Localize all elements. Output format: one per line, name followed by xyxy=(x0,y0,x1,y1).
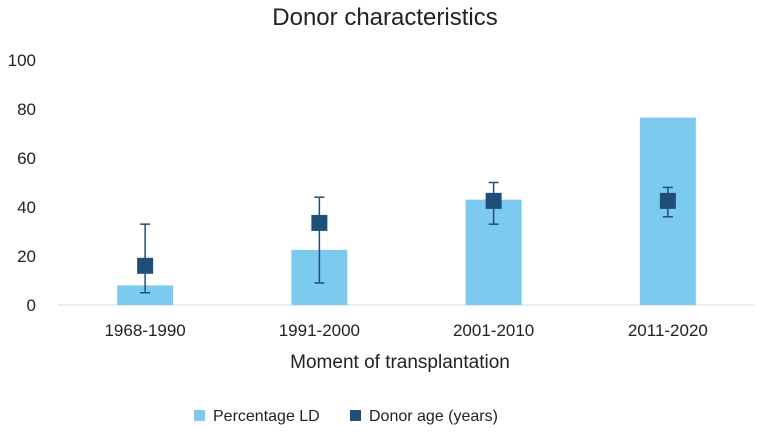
x-axis-title: Moment of transplantation xyxy=(290,352,510,373)
legend-label-donor-age: Donor age (years) xyxy=(369,408,498,425)
legend-swatch-donor-age xyxy=(350,410,361,421)
x-tick-label: 2001-2010 xyxy=(453,321,534,340)
point-marker xyxy=(485,192,502,209)
bar xyxy=(117,285,174,305)
bars-group xyxy=(117,117,696,305)
legend: Percentage LD Donor age (years) xyxy=(194,408,498,425)
y-axis: 0 20 40 60 80 100 xyxy=(8,51,36,315)
x-tick-label: 2011-2020 xyxy=(628,321,708,340)
x-axis: 1968-1990 1991-2000 2001-2010 2011-2020 xyxy=(104,321,707,340)
y-tick-label: 100 xyxy=(8,51,36,70)
y-tick-label: 60 xyxy=(17,149,36,168)
y-tick-label: 0 xyxy=(27,296,36,315)
y-tick-label: 80 xyxy=(17,100,36,119)
legend-swatch-percentage-ld xyxy=(194,410,205,421)
point-marker xyxy=(311,214,328,231)
x-tick-label: 1991-2000 xyxy=(279,321,360,340)
point-marker xyxy=(659,192,676,209)
point-marker xyxy=(137,257,154,274)
x-tick-label: 1968-1990 xyxy=(104,321,185,340)
points-group xyxy=(137,181,676,294)
y-tick-label: 40 xyxy=(17,198,36,217)
y-tick-label: 20 xyxy=(17,247,36,266)
chart-title: Donor characteristics xyxy=(272,4,497,31)
legend-label-percentage-ld: Percentage LD xyxy=(213,408,320,425)
